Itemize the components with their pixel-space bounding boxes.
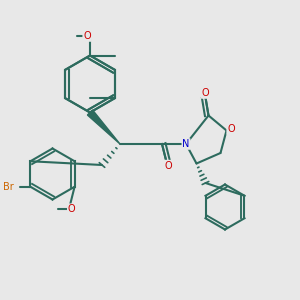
Text: O: O bbox=[68, 204, 75, 214]
Text: O: O bbox=[227, 124, 235, 134]
Polygon shape bbox=[87, 110, 120, 144]
Text: N: N bbox=[182, 139, 190, 149]
Text: O: O bbox=[164, 160, 172, 171]
Text: O: O bbox=[202, 88, 209, 98]
Text: Br: Br bbox=[2, 182, 13, 192]
Text: O: O bbox=[83, 31, 91, 41]
